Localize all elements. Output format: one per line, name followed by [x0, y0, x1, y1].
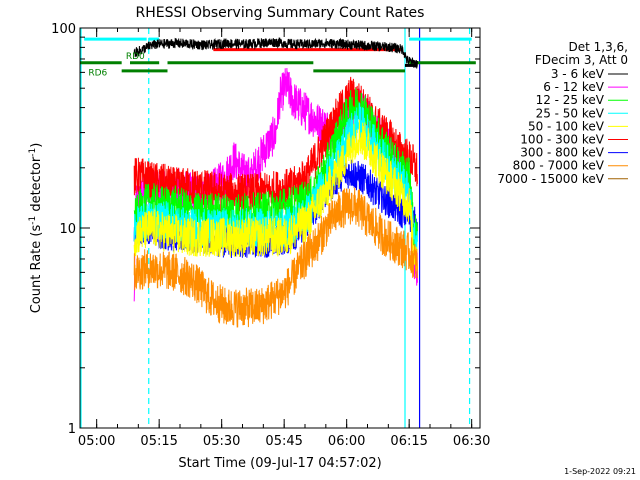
chart-title: RHESSI Observing Summary Count Rates — [136, 5, 425, 21]
y-axis-label-sup2: -1 — [28, 148, 38, 157]
series-line-4 — [133, 119, 418, 272]
y-axis-label-tail: ) — [29, 143, 44, 148]
y-tick-label-1: 10 — [59, 222, 76, 237]
series-line-0 — [133, 37, 418, 69]
y-axis-ticks: 1 10 100 — [51, 22, 480, 437]
legend-label-2: 12 - 25 keV — [536, 93, 605, 107]
x-tick-label-1: 05:15 — [140, 434, 177, 449]
y-axis-label: Count Rate (s-1 detector-1) — [28, 143, 44, 314]
status-label-0: RD0 — [126, 52, 145, 62]
x-tick-label-0: 05:00 — [78, 434, 115, 449]
series-line-5 — [133, 76, 418, 213]
y-tick-label-0: 1 — [68, 422, 76, 437]
x-tick-label-5: 06:15 — [390, 434, 427, 449]
y-tick-label-2: 100 — [51, 22, 76, 37]
x-tick-label-4: 06:00 — [328, 434, 365, 449]
timestamp: 1-Sep-2022 09:21 — [564, 467, 636, 476]
y-axis-label-sup1: -1 — [28, 216, 38, 225]
status-labels: RD0 RD6 — [88, 52, 145, 78]
legend-label-8: 7000 - 15000 keV — [497, 172, 604, 186]
y-axis-label-main: Count Rate (s — [29, 225, 44, 314]
y-axis-label-mid: detector — [29, 156, 44, 216]
x-tick-label-3: 05:45 — [265, 434, 302, 449]
series-line-7 — [133, 187, 418, 328]
status-label-1: RD6 — [88, 68, 107, 78]
legend-header-2: FDecim 3, Att 0 — [535, 53, 628, 67]
legend-label-4: 50 - 100 keV — [528, 119, 605, 133]
x-axis-ticks: 05:00 05:15 05:30 05:45 06:00 06:15 06:30 — [78, 28, 490, 449]
x-axis-label: Start Time (09-Jul-17 04:57:02) — [178, 456, 381, 471]
data-series — [133, 37, 418, 328]
legend-label-0: 3 - 6 keV — [551, 67, 605, 81]
legend-label-1: 6 - 12 keV — [543, 80, 605, 94]
legend-header-1: Det 1,3,6, — [569, 40, 629, 54]
legend-label-7: 800 - 7000 keV — [513, 159, 605, 173]
legend-label-3: 25 - 50 keV — [536, 106, 605, 120]
x-tick-label-6: 06:30 — [453, 434, 490, 449]
legend-label-5: 100 - 300 keV — [520, 133, 604, 147]
status-bars — [80, 37, 476, 73]
x-tick-label-2: 05:30 — [203, 434, 240, 449]
legend-label-6: 300 - 800 keV — [520, 146, 604, 160]
